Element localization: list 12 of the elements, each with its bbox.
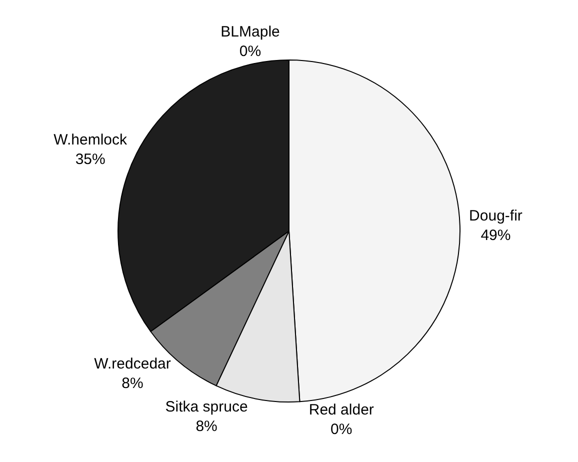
slice-label: W.hemlock [54,131,128,148]
slice-label: Doug-fir [469,207,522,224]
data-label: 35% [75,150,106,168]
category-label: BLMaple [220,24,280,40]
data-label: 49% [480,226,511,244]
text: 0% [330,421,352,438]
category-label: Red alder [308,402,374,419]
text: 0% [239,43,262,60]
slice-label: Sitka spruce [165,398,248,416]
slice-label: W.redcedar [94,355,171,372]
data-label: 8% [196,418,218,435]
data-label: 8% [122,374,144,392]
